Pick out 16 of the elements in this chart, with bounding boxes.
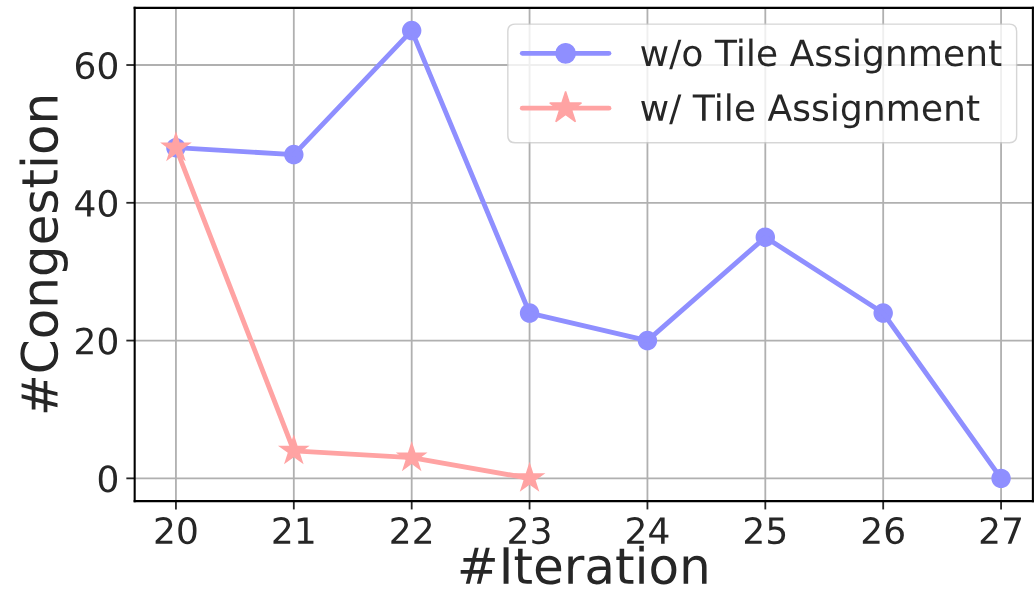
x-tick-label: 25: [744, 517, 786, 545]
x-axis-title: #Iteration: [460, 545, 707, 585]
x-tick-label: 21: [273, 517, 314, 544]
x-tick-label: 22: [391, 517, 432, 544]
legend-label: w/ Tile Assignment: [641, 93, 980, 129]
y-tick-label: 20: [76, 327, 117, 355]
y-tick-label: 60: [75, 51, 117, 80]
x-tick-label: 26: [862, 517, 904, 545]
x-tick-label: 27: [980, 517, 1021, 544]
x-tick-label: 24: [627, 517, 669, 544]
y-tick-label: 40: [75, 189, 117, 218]
x-tick-label: 20: [155, 517, 197, 545]
y-axis-title: #Congestion: [19, 97, 68, 413]
y-tick-label: 0: [98, 465, 117, 493]
legend-label: w/o Tile Assignment: [641, 38, 1002, 74]
x-tick-label: 23: [509, 517, 550, 545]
